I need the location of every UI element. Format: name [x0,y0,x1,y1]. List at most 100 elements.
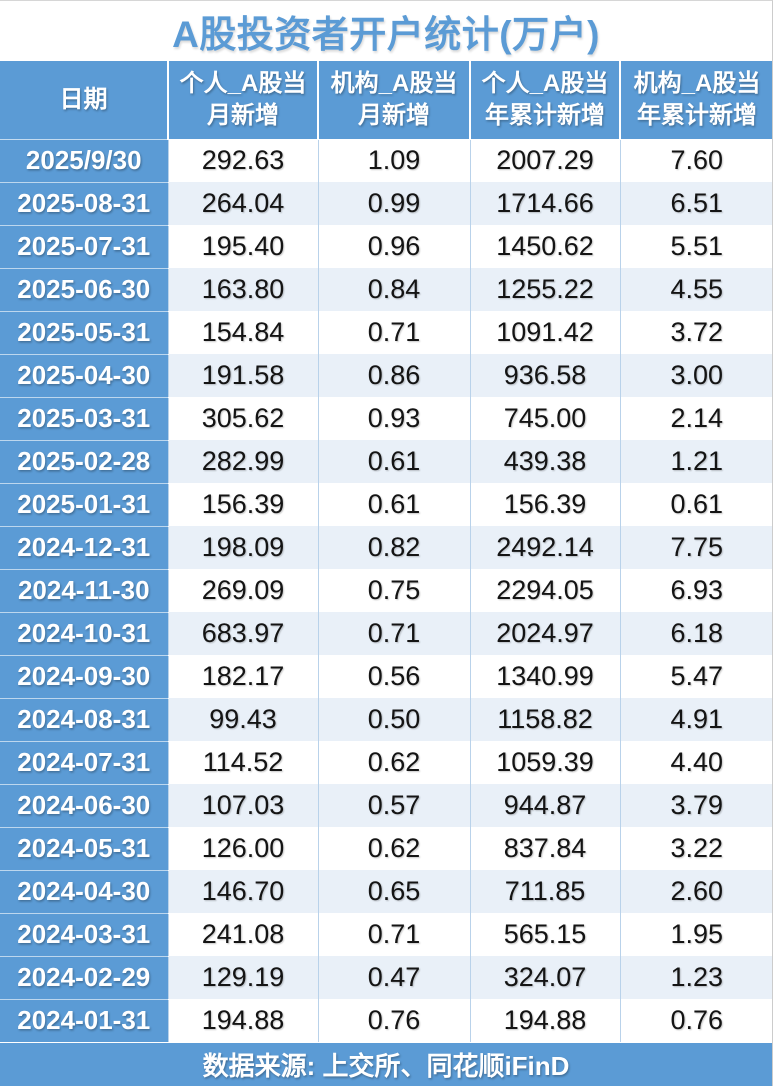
institution-monthly-cell: 0.96 [317,225,470,268]
institution-ytd-cell: 3.79 [619,784,772,827]
col-header-institution-ytd: 机构_A股当 年累计新增 [619,61,772,140]
personal-ytd-cell: 1340.99 [469,655,620,698]
institution-ytd-cell: 3.22 [619,827,772,870]
personal-ytd-cell: 1059.39 [469,741,620,784]
personal-monthly-cell: 241.08 [167,913,318,956]
institution-ytd-cell: 4.91 [619,698,772,741]
institution-monthly-cell: 0.76 [317,999,470,1042]
institution-monthly-cell: 0.50 [317,698,470,741]
institution-monthly-cell: 0.47 [317,956,470,999]
institution-ytd-cell: 2.14 [619,397,772,440]
personal-monthly-cell: 194.88 [167,999,318,1042]
personal-ytd-cell: 324.07 [469,956,620,999]
personal-ytd-cell: 944.87 [469,784,620,827]
institution-monthly-cell: 0.84 [317,268,470,311]
table-row: 2024-06-30 107.03 0.57 944.87 3.79 [0,784,772,828]
institution-ytd-cell: 5.47 [619,655,772,698]
date-cell: 2025-05-31 [0,311,168,355]
table-row: 2025-04-30 191.58 0.86 936.58 3.00 [0,354,772,398]
personal-ytd-cell: 2024.97 [469,612,620,655]
date-cell: 2024-09-30 [0,655,168,699]
table-row: 2025-02-28 282.99 0.61 439.38 1.21 [0,440,772,484]
institution-monthly-cell: 0.99 [317,182,470,225]
date-cell: 2024-01-31 [0,999,168,1043]
institution-monthly-cell: 0.61 [317,440,470,483]
date-cell: 2024-05-31 [0,827,168,871]
personal-ytd-cell: 936.58 [469,354,620,397]
date-cell: 2025-04-30 [0,354,168,398]
institution-monthly-cell: 0.71 [317,612,470,655]
col-header-label: 日期 [59,85,108,113]
col-header-label: 月新增 [207,101,279,129]
table-row: 2025-07-31 195.40 0.96 1450.62 5.51 [0,225,772,269]
institution-ytd-cell: 4.55 [619,268,772,311]
table-row: 2024-11-30 269.09 0.75 2294.05 6.93 [0,569,772,613]
table-row: 2024-12-31 198.09 0.82 2492.14 7.75 [0,526,772,570]
personal-monthly-cell: 683.97 [167,612,318,655]
institution-ytd-cell: 5.51 [619,225,772,268]
institution-monthly-cell: 0.61 [317,483,470,526]
table-row: 2024-01-31 194.88 0.76 194.88 0.76 [0,999,772,1043]
table-row: 2025-05-31 154.84 0.71 1091.42 3.72 [0,311,772,355]
date-cell: 2025-02-28 [0,440,168,484]
col-header-label: 机构_A股当 [633,70,761,98]
institution-ytd-cell: 0.76 [619,999,772,1042]
date-cell: 2025-01-31 [0,483,168,527]
date-cell: 2024-10-31 [0,612,168,656]
date-cell: 2024-08-31 [0,698,168,742]
personal-monthly-cell: 126.00 [167,827,318,870]
personal-monthly-cell: 99.43 [167,698,318,741]
institution-ytd-cell: 1.21 [619,440,772,483]
personal-monthly-cell: 163.80 [167,268,318,311]
table-row: 2024-03-31 241.08 0.71 565.15 1.95 [0,913,772,957]
date-cell: 2024-07-31 [0,741,168,785]
col-header-label: 月新增 [358,101,430,129]
date-cell: 2024-11-30 [0,569,168,613]
col-header-personal-monthly: 个人_A股当 月新增 [167,61,318,140]
table-row: 2025-06-30 163.80 0.84 1255.22 4.55 [0,268,772,312]
date-cell: 2024-04-30 [0,870,168,914]
col-header-institution-monthly: 机构_A股当 月新增 [317,61,470,140]
institution-monthly-cell: 0.71 [317,311,470,354]
personal-ytd-cell: 2492.14 [469,526,620,569]
personal-ytd-cell: 1714.66 [469,182,620,225]
institution-monthly-cell: 0.86 [317,354,470,397]
col-header-label: 机构_A股当 [330,70,458,98]
institution-monthly-cell: 0.65 [317,870,470,913]
personal-monthly-cell: 129.19 [167,956,318,999]
personal-ytd-cell: 745.00 [469,397,620,440]
date-cell: 2025-08-31 [0,182,168,226]
personal-monthly-cell: 282.99 [167,440,318,483]
table-row: 2024-09-30 182.17 0.56 1340.99 5.47 [0,655,772,699]
personal-ytd-cell: 194.88 [469,999,620,1042]
personal-ytd-cell: 711.85 [469,870,620,913]
personal-ytd-cell: 1255.22 [469,268,620,311]
personal-monthly-cell: 264.04 [167,182,318,225]
personal-monthly-cell: 146.70 [167,870,318,913]
col-header-label: 个人_A股当 [179,70,307,98]
personal-monthly-cell: 191.58 [167,354,318,397]
personal-ytd-cell: 156.39 [469,483,620,526]
institution-monthly-cell: 0.71 [317,913,470,956]
table-row: 2024-07-31 114.52 0.62 1059.39 4.40 [0,741,772,785]
date-cell: 2024-02-29 [0,956,168,1000]
institution-ytd-cell: 2.60 [619,870,772,913]
date-cell: 2025-03-31 [0,397,168,441]
personal-monthly-cell: 156.39 [167,483,318,526]
institution-monthly-cell: 0.62 [317,827,470,870]
personal-ytd-cell: 565.15 [469,913,620,956]
personal-ytd-cell: 1450.62 [469,225,620,268]
personal-ytd-cell: 837.84 [469,827,620,870]
date-cell: 2025/9/30 [0,139,168,183]
institution-ytd-cell: 7.75 [619,526,772,569]
date-cell: 2024-12-31 [0,526,168,570]
institution-monthly-cell: 0.82 [317,526,470,569]
institution-monthly-cell: 0.75 [317,569,470,612]
institution-monthly-cell: 0.57 [317,784,470,827]
personal-ytd-cell: 1091.42 [469,311,620,354]
personal-monthly-cell: 195.40 [167,225,318,268]
personal-monthly-cell: 114.52 [167,741,318,784]
institution-ytd-cell: 1.23 [619,956,772,999]
table-row: 2024-02-29 129.19 0.47 324.07 1.23 [0,956,772,1000]
table-row: 2024-10-31 683.97 0.71 2024.97 6.18 [0,612,772,656]
